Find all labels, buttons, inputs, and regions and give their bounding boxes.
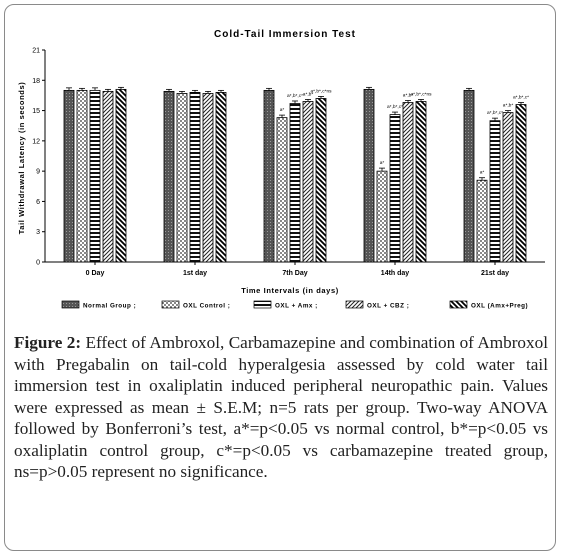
bar xyxy=(502,112,514,263)
significance-label: a*,b*,c* xyxy=(487,110,503,116)
significance-label: a* xyxy=(480,170,485,176)
bar xyxy=(302,101,314,263)
legend-swatch xyxy=(161,300,180,309)
y-tick-label: 12 xyxy=(32,138,40,145)
significance-label: a*,b* xyxy=(403,92,414,98)
caption-text: Effect of Ambroxol, Carbamazepine and co… xyxy=(14,333,548,481)
bar xyxy=(163,90,175,263)
x-tick-label: 14th day xyxy=(381,270,410,277)
significance-label: a*,b*,c* xyxy=(287,93,303,99)
bar xyxy=(89,89,101,263)
bar xyxy=(376,170,388,263)
chart-title: Cold-Tail Immersion Test xyxy=(214,29,356,40)
figure-card xyxy=(4,4,556,551)
bar xyxy=(176,93,188,263)
legend-label: OXL + Amx ; xyxy=(275,303,318,310)
bar xyxy=(189,92,201,263)
bar-chart: Cold-Tail Immersion Test Tail Withdrawal… xyxy=(17,29,545,310)
y-tick-label: 9 xyxy=(36,169,40,176)
bar xyxy=(415,101,427,263)
x-tick-label: 1st day xyxy=(183,270,207,277)
legend-swatch xyxy=(345,300,364,309)
significance-label: a*,b*,c* xyxy=(513,94,529,100)
significance-label: a*,b*,c*ns xyxy=(310,88,332,94)
significance-label: a*,b* xyxy=(503,103,514,109)
bar xyxy=(63,89,75,263)
x-axis-label: Time Intervals (in days) xyxy=(241,286,339,295)
bar xyxy=(76,89,88,263)
bar xyxy=(489,120,501,263)
bar xyxy=(315,98,327,263)
x-tick-label: 21st day xyxy=(481,270,509,277)
legend-label: OXL (Amx+Preg) xyxy=(471,303,528,310)
significance-label: a*,b*,c* xyxy=(387,104,403,110)
x-tick-label: 7th Day xyxy=(282,270,307,277)
bar xyxy=(102,90,114,263)
legend-swatch xyxy=(253,300,272,309)
bar xyxy=(515,104,527,263)
bar xyxy=(363,88,375,263)
bar xyxy=(476,179,488,263)
figure-caption: Figure 2: Effect of Ambroxol, Carbamazep… xyxy=(14,332,548,483)
bar xyxy=(115,88,127,263)
legend-swatch xyxy=(449,300,468,309)
legend-swatch xyxy=(61,300,80,309)
bar xyxy=(402,102,414,263)
significance-label: a* xyxy=(380,160,385,166)
legend-label: Normal Group ; xyxy=(83,303,136,310)
y-tick-label: 18 xyxy=(32,78,40,85)
y-tick-label: 21 xyxy=(32,48,40,55)
y-axis-label: Tail Withdrawal Latency (in seconds) xyxy=(17,82,26,235)
y-tick-label: 3 xyxy=(36,229,40,236)
bar xyxy=(215,92,227,263)
y-tick-label: 6 xyxy=(36,199,40,206)
x-tick-label: 0 Day xyxy=(86,270,105,277)
bar xyxy=(289,103,301,263)
significance-label: a*,b* xyxy=(303,91,314,97)
bar xyxy=(263,89,275,263)
bar xyxy=(202,93,214,263)
significance-label: a*,b*,c*ns xyxy=(410,91,432,97)
legend-label: OXL + CBZ ; xyxy=(367,303,409,310)
bar xyxy=(276,117,288,263)
significance-label: a* xyxy=(280,107,285,113)
caption-label: Figure 2: xyxy=(14,333,82,352)
y-tick-label: 15 xyxy=(32,108,40,115)
legend-label: OXL Control ; xyxy=(183,303,230,310)
bar xyxy=(463,89,475,263)
bar xyxy=(389,114,401,263)
y-tick-label: 0 xyxy=(36,260,40,267)
